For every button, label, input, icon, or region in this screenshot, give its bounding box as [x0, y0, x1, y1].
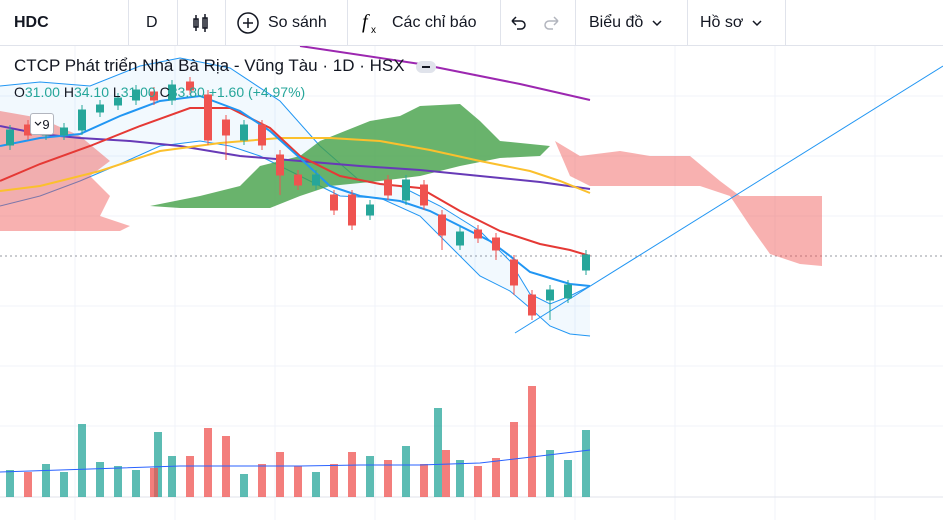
- chevron: [752, 19, 762, 26]
- chart-canvas: [0, 46, 943, 520]
- plus-icon: [237, 11, 259, 34]
- separator: [177, 0, 178, 45]
- low-value: 31.00: [120, 84, 156, 100]
- trend-line: [514, 65, 943, 334]
- volume-bars: [0, 386, 591, 497]
- interval[interactable]: D: [146, 13, 158, 31]
- dot: ·: [359, 56, 370, 75]
- indicators-label: Các chỉ báo: [392, 13, 477, 31]
- candle-icon: [193, 13, 208, 32]
- compare-button[interactable]: So sánh: [236, 0, 327, 45]
- profile-menu-label: Hồ sơ: [700, 13, 744, 31]
- close-label: C: [159, 84, 170, 100]
- kumo-bear-future: [555, 141, 822, 266]
- redo-button[interactable]: [542, 0, 562, 45]
- redo-icon: [544, 15, 559, 30]
- separator: [785, 0, 786, 45]
- svg-text:f: f: [362, 11, 370, 33]
- grid: [0, 46, 943, 520]
- open-value: 31.00: [24, 84, 60, 100]
- chevron: [652, 19, 662, 26]
- legend-title: CTCP Phát triển Nhà Bà Rịa - Vũng Tàu · …: [14, 56, 437, 76]
- open-label: O: [14, 84, 25, 100]
- ma-200: [299, 46, 591, 101]
- symbol[interactable]: HDC: [14, 13, 49, 31]
- separator: [500, 0, 501, 45]
- company-name: CTCP Phát triển Nhà Bà Rịa - Vũng Tàu: [14, 56, 318, 75]
- kumo-bear: [0, 111, 130, 231]
- low-label: L: [112, 84, 121, 100]
- dot: ·: [322, 56, 333, 75]
- interval: 1D: [332, 56, 355, 75]
- ma-20: [0, 107, 591, 257]
- ma-50: [0, 137, 591, 194]
- ma-10: [0, 94, 591, 287]
- separator: [128, 0, 129, 45]
- chart-menu[interactable]: Biểu đồ: [589, 0, 663, 45]
- profile-menu[interactable]: Hồ sơ: [700, 0, 763, 45]
- high-value: 34.10: [73, 84, 109, 100]
- change-value: +1.60 (+4.97%): [208, 84, 306, 100]
- chevron: [34, 121, 42, 126]
- compare-label: So sánh: [268, 13, 327, 31]
- exchange: HSX: [369, 56, 405, 75]
- kumo-bull: [150, 104, 550, 208]
- separator: [225, 0, 226, 45]
- chart-menu-label: Biểu đồ: [589, 13, 644, 31]
- ohlc-legend: O31.00 H34.10 L31.00 C33.80 +1.60 (+4.97…: [14, 84, 305, 100]
- ma-100: [0, 125, 591, 190]
- bollinger-band: [0, 58, 590, 336]
- separator: [687, 0, 688, 45]
- chart-type[interactable]: [190, 0, 212, 45]
- close-value: 33.80: [169, 84, 205, 100]
- separator: [347, 0, 348, 45]
- candles-down: [24, 77, 536, 320]
- collapse-icon[interactable]: [415, 60, 437, 74]
- high-label: H: [63, 84, 74, 100]
- undo-button[interactable]: [508, 0, 528, 45]
- indicator-badge[interactable]: 9: [30, 113, 54, 135]
- badge-count: 9: [42, 116, 50, 132]
- separator: [575, 0, 576, 45]
- undo-icon: [511, 15, 526, 30]
- svg-text:x: x: [371, 25, 376, 35]
